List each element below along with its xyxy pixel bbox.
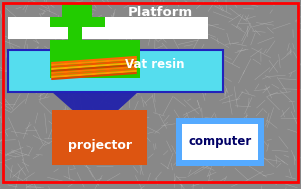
Bar	[182, 124, 258, 160]
Bar	[50, 50, 140, 78]
Bar	[68, 17, 82, 47]
Bar	[8, 17, 208, 39]
Text: computer: computer	[188, 136, 252, 149]
Polygon shape	[52, 92, 138, 122]
Bar	[50, 17, 105, 27]
Text: projector: projector	[68, 139, 132, 152]
Bar	[52, 110, 147, 165]
Bar	[176, 118, 264, 166]
Text: Vat resin: Vat resin	[125, 59, 185, 71]
Text: Platform: Platform	[127, 5, 193, 19]
Bar	[62, 3, 92, 17]
Bar	[8, 50, 223, 92]
Bar	[86, 110, 106, 122]
Bar	[50, 40, 140, 50]
